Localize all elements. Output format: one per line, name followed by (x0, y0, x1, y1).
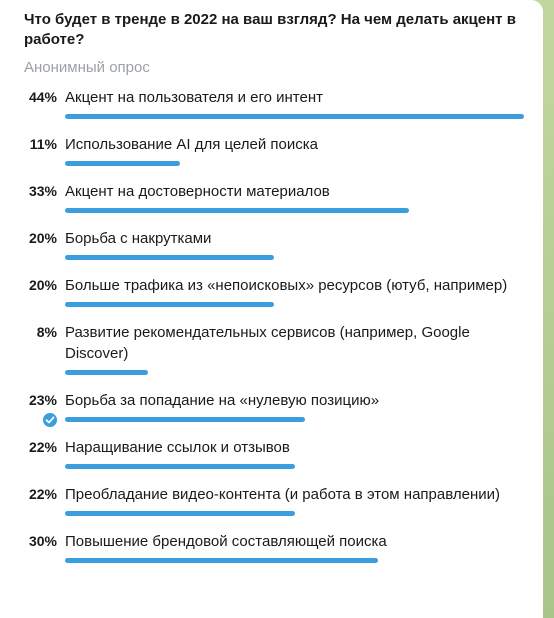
poll-option[interactable]: 33% Акцент на достоверности материалов (0, 181, 543, 218)
option-result-bar (65, 417, 305, 422)
option-result-bar (65, 255, 274, 260)
option-percent: 44% (28, 89, 57, 105)
option-percent: 23% (28, 392, 57, 408)
poll-option[interactable]: 20% Борьба с накрутками (0, 228, 543, 265)
option-result-bar (65, 558, 378, 563)
option-label: Акцент на достоверности материалов (65, 183, 330, 200)
option-percent: 20% (28, 230, 57, 246)
option-result-bar (65, 464, 295, 469)
option-result-bar (65, 511, 295, 516)
poll-option[interactable]: 30% Повышение брендовой составляющей пои… (0, 531, 543, 568)
option-label: Наращивание ссылок и отзывов (65, 439, 290, 456)
poll-question: Что будет в тренде в 2022 на ваш взгляд?… (24, 11, 516, 48)
option-percent: 8% (36, 324, 57, 340)
option-result-bar (65, 208, 409, 213)
poll-option[interactable]: 23% Борьба за попадание на «нулевую пози… (0, 390, 543, 428)
option-label: Развитие рекомендательных сервисов (напр… (65, 324, 470, 362)
option-result-bar (65, 302, 274, 307)
poll-option[interactable]: 44% Акцент на пользователя и его интент (0, 87, 543, 124)
option-percent: 33% (28, 183, 57, 199)
option-label: Повышение брендовой составляющей поиска (65, 533, 387, 550)
option-result-bar (65, 114, 524, 119)
option-label: Борьба за попадание на «нулевую позицию» (65, 392, 380, 409)
option-percent: 22% (28, 486, 57, 502)
option-label: Преобладание видео-контента (и работа в … (65, 486, 500, 503)
poll-option[interactable]: 22% Преобладание видео-контента (и работ… (0, 484, 543, 521)
option-label: Использование AI для целей поиска (65, 136, 318, 153)
poll-option[interactable]: 11% Использование AI для целей поиска (0, 134, 543, 171)
option-percent: 11% (29, 136, 57, 152)
option-result-bar (65, 370, 148, 375)
poll-type-label: Анонимный опрос (24, 59, 150, 76)
voted-check-icon (42, 412, 58, 428)
poll-options: 44% Акцент на пользователя и его интент … (0, 87, 543, 568)
option-percent: 22% (28, 439, 57, 455)
poll-option[interactable]: 20% Больше трафика из «непоисковых» ресу… (0, 275, 543, 312)
option-label: Борьба с накрутками (65, 230, 212, 247)
option-label: Акцент на пользователя и его интент (65, 89, 324, 106)
option-result-bar (65, 161, 180, 166)
option-label: Больше трафика из «непоисковых» ресурсов… (65, 277, 508, 294)
poll-option[interactable]: 8% Развитие рекомендательных сервисов (н… (0, 322, 543, 380)
option-percent: 30% (28, 533, 57, 549)
poll-option[interactable]: 22% Наращивание ссылок и отзывов (0, 437, 543, 474)
option-percent: 20% (28, 277, 57, 293)
